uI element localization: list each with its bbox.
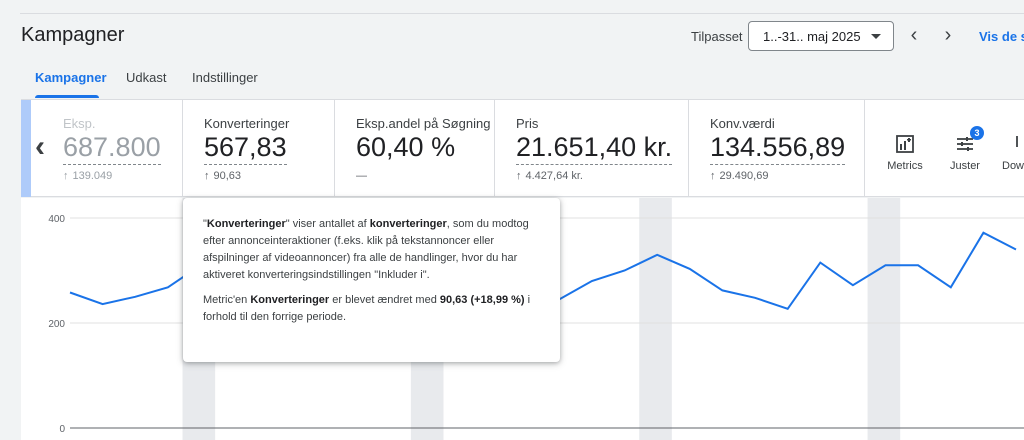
chevron-right-icon[interactable]: › xyxy=(944,24,952,46)
selected-metric-accent xyxy=(21,100,31,197)
scorecard-value: 567,83 xyxy=(204,132,287,165)
download-icon xyxy=(1006,134,1024,154)
tab-udkast[interactable]: Udkast xyxy=(126,70,167,85)
download-label: Dow xyxy=(1002,160,1024,172)
metrics-button[interactable]: Metrics xyxy=(885,134,925,172)
scorecard-label: Eksp. xyxy=(63,116,96,131)
metrics-icon xyxy=(894,134,916,154)
scorecard-delta: ↑ 90,63 xyxy=(204,170,242,182)
scorecard-cost[interactable]: Pris 21.651,40 kr. ↑ 4.427,64 kr. xyxy=(495,100,689,197)
page-title: Kampagner xyxy=(21,24,125,46)
scorecard-label: Konv.værdi xyxy=(710,116,775,131)
arrow-up-icon: ↑ xyxy=(63,170,69,182)
scorecard-value: 687.800 xyxy=(63,132,161,165)
scorecard-delta: ↑ 4.427,64 kr. xyxy=(516,170,583,182)
scorecard-delta: ↑ 29.490,69 xyxy=(710,170,769,182)
top-divider xyxy=(20,13,1024,14)
scorecard-conversions[interactable]: Konverteringer 567,83 ↑ 90,63 xyxy=(183,100,335,197)
tab-kampagner[interactable]: Kampagner xyxy=(35,70,107,85)
arrow-up-icon: ↑ xyxy=(204,170,210,182)
date-range-value: 1..-31.. maj 2025 xyxy=(763,29,861,44)
adjust-button[interactable]: 3 Juster xyxy=(945,126,985,172)
scroll-left-icon[interactable]: ‹ xyxy=(35,130,45,163)
tab-indstillinger[interactable]: Indstillinger xyxy=(192,70,258,85)
tooltip-change: Metric'en Konverteringer er blevet ændre… xyxy=(203,294,531,323)
active-tab-indicator xyxy=(35,95,99,98)
tune-icon: 3 xyxy=(954,126,984,154)
scorecard-label: Pris xyxy=(516,116,539,131)
arrow-up-icon: ↑ xyxy=(516,170,522,182)
arrow-up-icon: ↑ xyxy=(710,170,716,182)
scorecard-value: 21.651,40 kr. xyxy=(516,132,673,165)
view-link[interactable]: Vis de s xyxy=(979,29,1024,44)
scorecard-delta: — xyxy=(356,170,367,182)
y-tick-label: 400 xyxy=(48,214,65,225)
scorecard-delta: ↑ 139.049 xyxy=(63,170,113,182)
chevron-left-icon[interactable]: ‹ xyxy=(910,24,918,46)
scorecard-value: 134.556,89 xyxy=(710,132,846,165)
dropdown-caret-icon xyxy=(871,34,881,39)
scorecard-search-impr-share[interactable]: Eksp.andel på Søgning 60,40 % — xyxy=(335,100,495,197)
y-tick-label: 200 xyxy=(48,319,65,330)
weekend-band xyxy=(639,198,672,440)
adjust-label: Juster xyxy=(950,160,980,172)
y-tick-label: 0 xyxy=(59,424,65,435)
metrics-label: Metrics xyxy=(887,160,923,172)
period-label: Tilpasset xyxy=(691,29,743,44)
date-range-select[interactable]: 1..-31.. maj 2025 xyxy=(748,21,894,51)
metric-tooltip: "Konverteringer" viser antallet af konve… xyxy=(183,198,560,362)
scorecard-value: 60,40 % xyxy=(356,132,456,162)
adjust-badge: 3 xyxy=(970,126,984,140)
download-button[interactable]: Dow xyxy=(1002,134,1024,172)
scorecard-impressions[interactable]: Eksp. 687.800 ↑ 139.049 xyxy=(31,100,183,197)
scorecard-label: Konverteringer xyxy=(204,116,290,131)
scorecard-conv-value[interactable]: Konv.værdi 134.556,89 ↑ 29.490,69 xyxy=(689,100,865,197)
scorecard-strip: ‹ Eksp. 687.800 ↑ 139.049 Konverteringer … xyxy=(21,99,1024,197)
tooltip-description: "Konverteringer" viser antallet af konve… xyxy=(203,218,529,281)
weekend-band xyxy=(867,198,901,440)
scorecard-label: Eksp.andel på Søgning xyxy=(356,116,491,131)
